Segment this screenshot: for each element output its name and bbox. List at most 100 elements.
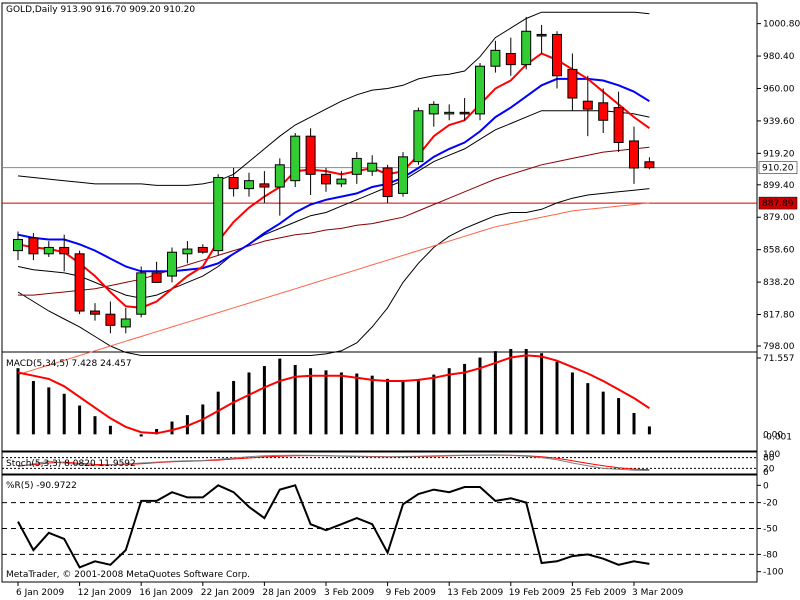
candle-body — [505, 53, 516, 66]
bollinger-upper-line — [17, 11, 650, 186]
candle-body — [321, 173, 331, 185]
main-ytick-label: 980.40 — [763, 52, 795, 62]
x-tick-label: 13 Feb 2009 — [447, 588, 503, 598]
main-ytick-label: 838.20 — [763, 278, 795, 288]
macd-bar — [478, 357, 482, 435]
macd-bar — [632, 412, 636, 435]
macd-bar — [601, 391, 605, 435]
candle-body — [582, 100, 593, 110]
candle-body — [444, 111, 455, 115]
copyright-label: MetaTrader, © 2001-2008 MetaQuotes Softw… — [6, 570, 250, 580]
price-tag-label: 887.89 — [762, 199, 794, 209]
macd-bar — [232, 380, 236, 435]
candle-body — [536, 33, 547, 37]
macd-bar — [401, 380, 405, 435]
candle-body — [182, 248, 193, 255]
mid-ma-line — [17, 77, 650, 273]
macd-bar — [432, 374, 436, 435]
x-tick-label: 6 Jan 2009 — [16, 588, 64, 598]
candle-body — [521, 30, 532, 66]
fast-ma-line — [17, 52, 650, 309]
candle-body — [43, 246, 54, 255]
price-tag-box — [758, 196, 798, 210]
candle-body — [475, 65, 485, 115]
candle-body — [105, 313, 116, 326]
candle-body — [244, 180, 254, 190]
stoch-main-line — [17, 454, 650, 471]
candle-body — [367, 162, 378, 172]
macd-header-label: MACD(5,34,5) 7.428 24.457 — [6, 359, 132, 369]
macd-bar — [386, 378, 390, 435]
main-ytick-label: 960.00 — [763, 84, 795, 94]
panels — [1, 2, 758, 583]
macd-bar — [62, 393, 66, 435]
wpr-ytick-label: -20 — [763, 499, 778, 509]
macd-bar — [555, 361, 559, 435]
main-header-label: GOLD,Daily 913.90 916.70 909.20 910.20 — [6, 5, 195, 15]
candle-body — [490, 49, 501, 67]
candle-body — [567, 68, 578, 99]
candle-body — [59, 246, 70, 255]
stoch-ytick-label: 100 — [763, 450, 780, 460]
candle-body — [413, 110, 424, 163]
macd-bar — [78, 405, 82, 435]
main-ytick-label: 858.60 — [763, 246, 795, 256]
price-tag-box — [758, 161, 798, 174]
main-ytick-label: 899.40 — [763, 181, 795, 191]
x-tick-label: 22 Jan 2009 — [201, 588, 255, 598]
x-tick-label: 16 Jan 2009 — [139, 588, 193, 598]
bollinger-middle-line — [17, 110, 650, 299]
macd-bar — [309, 368, 313, 435]
macd-bar — [586, 383, 590, 435]
macd-bar — [139, 434, 143, 437]
macd-panel-frame — [1, 351, 758, 452]
x-tick-label: 12 Jan 2009 — [78, 588, 132, 598]
main-ytick-label: 919.20 — [763, 149, 795, 159]
candle-body — [274, 164, 285, 188]
candle-body — [74, 253, 85, 312]
main-ytick-label: 1000.80 — [763, 20, 800, 30]
slowest-ma-line — [17, 202, 650, 376]
wpr-ytick-label: -50 — [763, 525, 778, 535]
candle-body — [290, 135, 301, 182]
macd-bar — [370, 375, 374, 435]
macd-ytick-label: 71.557 — [763, 354, 795, 364]
stoch-header-label: Stoch(5,3,3) 8.0820 11.9592 — [6, 459, 136, 469]
wpr-line — [17, 484, 650, 569]
candle-body — [151, 272, 162, 283]
candle-body — [13, 238, 23, 252]
x-tick-label: 3 Feb 2009 — [324, 588, 375, 598]
candle-body — [228, 177, 239, 190]
candle-body — [351, 157, 362, 175]
macd-bar — [463, 363, 467, 435]
wpr-ytick-label: -100 — [763, 568, 784, 578]
wpr-ytick-label: 0 — [763, 481, 769, 491]
macd-bar — [617, 398, 621, 435]
macd-bar — [416, 378, 420, 435]
macd-bar — [540, 353, 544, 435]
price-tag-label: 910.20 — [762, 164, 794, 174]
macd-bar — [509, 348, 513, 435]
macd-bar — [647, 426, 651, 435]
candle-body — [197, 246, 208, 253]
macd-bar — [278, 358, 282, 435]
x-tick-label: 19 Feb 2009 — [509, 588, 565, 598]
macd-bar — [108, 425, 112, 435]
main-ytick-label: 798.00 — [763, 342, 795, 352]
macd-bar — [170, 421, 174, 435]
macd-bar — [524, 348, 528, 435]
candle-body — [120, 318, 131, 328]
macd-bar — [247, 372, 251, 435]
x-tick-label: 9 Feb 2009 — [386, 588, 437, 598]
macd-bar — [155, 428, 159, 435]
macd-ytick-label: 0.00 — [763, 430, 783, 440]
axis-labels: 1000.80 980.40 960.00 939.60 919.20 899.40 879… — [16, 20, 800, 598]
macd-bar — [570, 372, 574, 435]
macd-series — [16, 348, 651, 437]
x-tick-label: 25 Feb 2009 — [570, 588, 626, 598]
main-chart-series — [2, 11, 757, 376]
macd-bar — [447, 368, 451, 435]
stoch-ytick-label: 80 — [763, 454, 775, 464]
candle-body — [136, 272, 147, 315]
